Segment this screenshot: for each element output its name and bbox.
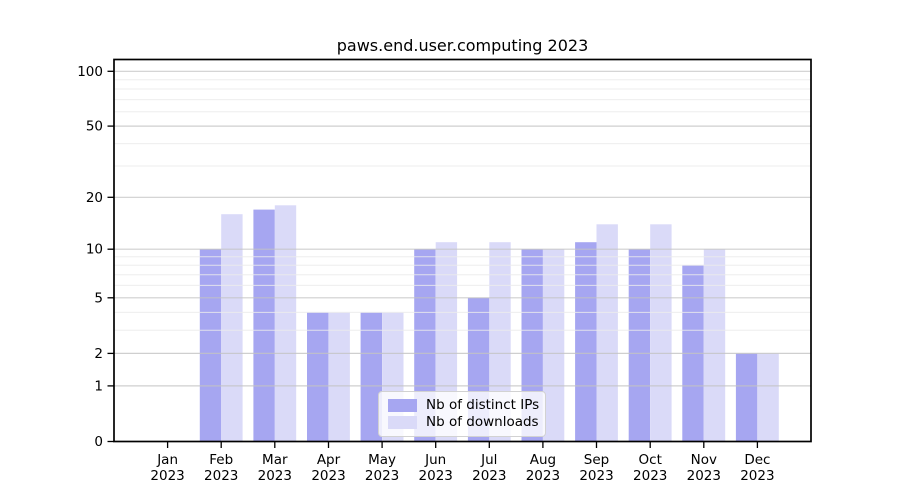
bar-nb-of-downloads-sep: [596, 224, 618, 442]
y-tick-label: 100: [77, 64, 103, 80]
bar-nb-of-downloads-oct: [650, 224, 672, 442]
x-tick-label-year: 2023: [633, 468, 667, 484]
bar-nb-of-downloads-mar: [274, 205, 297, 442]
legend-label-downloads: Nb of downloads: [426, 413, 539, 430]
x-tick-label-month: Apr: [317, 452, 341, 468]
x-tick-label-year: 2023: [526, 468, 560, 484]
y-tick-label: 20: [86, 190, 103, 206]
x-tick-label-year: 2023: [311, 468, 345, 484]
bar-nb-of-distinct-ips-mar: [253, 209, 275, 442]
x-tick-label-year: 2023: [365, 468, 399, 484]
x-tick-label-month: Jul: [480, 452, 497, 468]
legend: Nb of distinct IPs Nb of downloads: [378, 391, 546, 437]
chart-title: paws.end.user.computing 2023: [336, 36, 589, 55]
bar-nb-of-downloads-dec: [757, 353, 779, 442]
bar-nb-of-downloads-apr: [328, 312, 350, 442]
bar-nb-of-distinct-ips-apr: [307, 312, 329, 442]
bar-nb-of-distinct-ips-oct: [628, 249, 651, 442]
x-tick-label-month: Nov: [691, 452, 717, 468]
x-tick-label-year: 2023: [740, 468, 774, 484]
bar-nb-of-downloads-nov: [703, 249, 726, 442]
bar-nb-of-downloads-feb: [221, 214, 243, 442]
y-tick-label: 2: [94, 346, 103, 362]
y-tick-label: 10: [86, 242, 103, 258]
legend-swatch-distinct-ips: [388, 399, 417, 413]
y-tick-label: 1: [94, 378, 103, 394]
bar-nb-of-distinct-ips-may: [360, 312, 382, 442]
x-tick-label-month: Aug: [530, 452, 556, 468]
x-tick-label-year: 2023: [204, 468, 238, 484]
bar-nb-of-downloads-aug: [542, 249, 565, 442]
x-tick-label-month: Oct: [639, 452, 662, 468]
x-tick-label-month: Jun: [424, 452, 446, 468]
y-tick-label: 0: [94, 434, 103, 450]
x-tick-label-year: 2023: [687, 468, 721, 484]
x-tick-label-year: 2023: [419, 468, 453, 484]
y-tick-label: 5: [94, 290, 103, 306]
x-tick-label-year: 2023: [258, 468, 292, 484]
x-tick-label-month: May: [368, 452, 396, 468]
bar-nb-of-distinct-ips-dec: [735, 353, 758, 442]
x-tick-label-year: 2023: [579, 468, 613, 484]
x-tick-label-year: 2023: [472, 468, 506, 484]
x-tick-label-year: 2023: [150, 468, 184, 484]
legend-swatch-downloads: [388, 415, 417, 429]
x-tick-label-month: Jan: [156, 452, 178, 468]
legend-row-distinct-ips: Nb of distinct IPs: [388, 397, 545, 413]
legend-label-distinct-ips: Nb of distinct IPs: [426, 397, 540, 413]
plot-border: [113, 58, 812, 443]
x-tick-label-month: Sep: [584, 452, 609, 468]
legend-row-downloads: Nb of downloads: [388, 413, 545, 430]
y-tick-label: 50: [86, 119, 103, 135]
bar-nb-of-distinct-ips-feb: [199, 249, 222, 442]
x-tick-label-month: Dec: [744, 452, 770, 468]
x-tick-label-month: Feb: [209, 452, 233, 468]
bar-nb-of-distinct-ips-sep: [575, 242, 597, 442]
x-tick-label-month: Mar: [262, 452, 288, 468]
